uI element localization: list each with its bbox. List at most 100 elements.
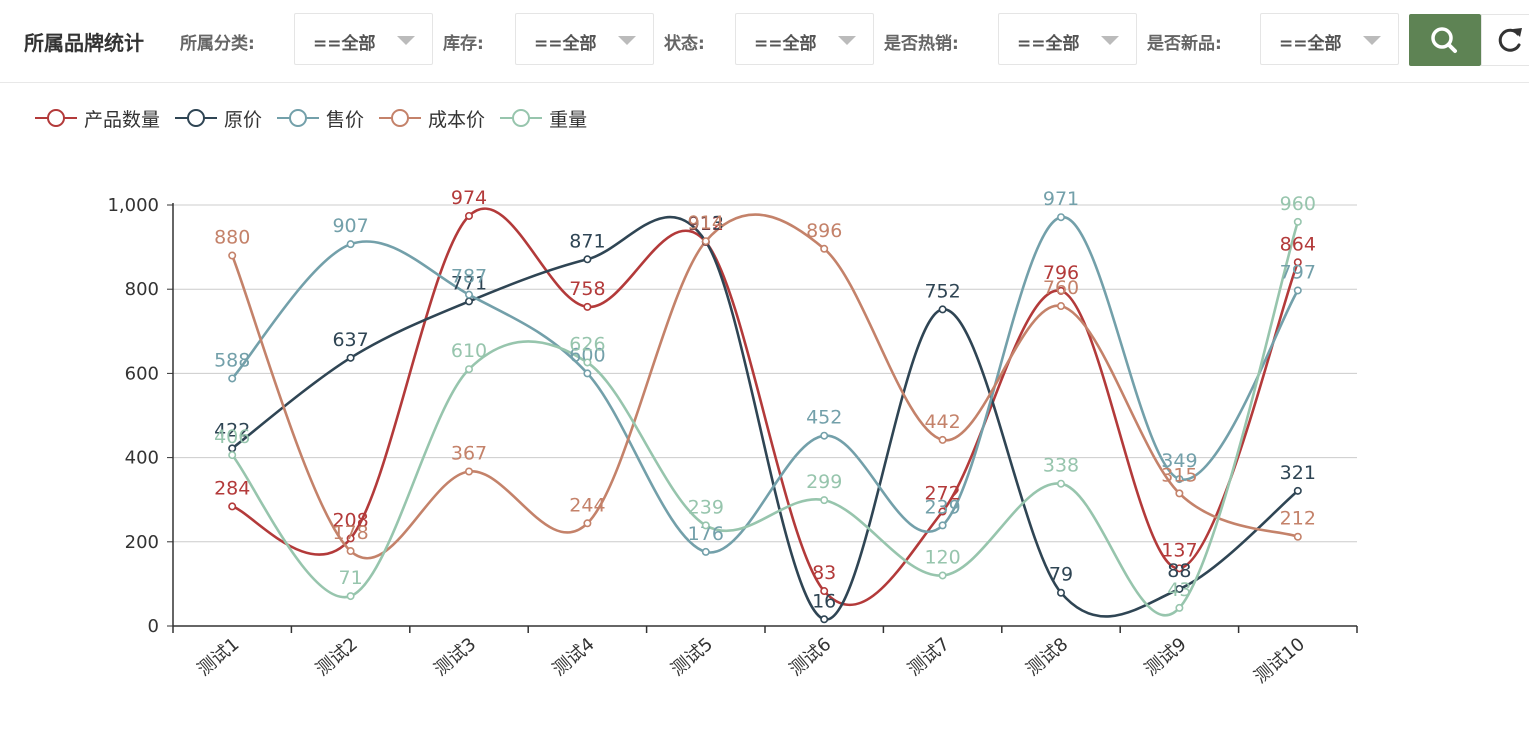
data-label: 120 (924, 546, 960, 568)
data-label: 760 (1043, 277, 1079, 299)
data-point (1293, 486, 1302, 495)
x-tick-label: 测试1 (194, 634, 244, 681)
y-tick-label: 200 (125, 532, 159, 553)
data-label: 974 (451, 187, 487, 209)
data-label: 315 (1161, 464, 1197, 486)
data-label: 406 (214, 426, 250, 448)
data-label: 239 (688, 496, 724, 518)
data-point (938, 507, 947, 516)
category-select[interactable]: ==全部 (294, 13, 433, 65)
data-point (1175, 475, 1184, 484)
data-point (701, 237, 710, 246)
data-label: 212 (1280, 508, 1316, 530)
filter-toolbar: 所属品牌统计 所属分类: ==全部 库存: ==全部 状态: ==全部 是否热销… (0, 0, 1529, 83)
legend-item[interactable]: 重量 (499, 105, 587, 132)
search-button[interactable] (1409, 14, 1481, 66)
chevron-down-icon (618, 36, 636, 45)
data-point (228, 451, 237, 460)
data-point (1057, 213, 1066, 222)
legend-item[interactable]: 成本价 (378, 105, 485, 132)
legend-item[interactable]: 售价 (276, 105, 364, 132)
legend-label: 产品数量 (84, 108, 161, 131)
y-tick-label: 800 (125, 279, 159, 300)
data-point (228, 374, 237, 383)
data-point (938, 435, 947, 444)
data-label: 88 (1167, 560, 1191, 582)
x-tick-label: 测试10 (1250, 634, 1309, 688)
data-point (938, 571, 947, 580)
data-label: 880 (214, 227, 250, 249)
data-point (1175, 603, 1184, 612)
data-label: 960 (1280, 193, 1316, 215)
data-point (346, 353, 355, 362)
data-label: 896 (806, 220, 842, 242)
data-point (820, 431, 829, 440)
data-point (820, 244, 829, 253)
data-point (820, 587, 829, 596)
data-point (1057, 286, 1066, 295)
status-select[interactable]: ==全部 (735, 13, 874, 65)
data-point (938, 521, 947, 530)
legend-item[interactable]: 产品数量 (34, 105, 160, 132)
data-label: 637 (332, 329, 368, 351)
data-point (701, 521, 710, 530)
data-point (1057, 479, 1066, 488)
refresh-button[interactable] (1481, 14, 1529, 66)
data-point (464, 290, 473, 299)
data-label: 787 (451, 266, 487, 288)
series-line (231, 207, 1300, 607)
data-point (346, 534, 355, 543)
legend-line-marker-icon (379, 109, 422, 127)
data-point (583, 519, 592, 528)
data-point (701, 238, 710, 247)
hot-select-value: ==全部 (1017, 34, 1080, 54)
legend-line-marker-icon (35, 109, 77, 127)
new-select[interactable]: ==全部 (1260, 13, 1399, 65)
data-point (701, 237, 710, 246)
series-line (231, 215, 1299, 554)
data-point (1175, 489, 1184, 498)
data-label: 588 (214, 349, 250, 371)
data-point (1057, 302, 1066, 311)
series-line (230, 213, 1299, 560)
series-line (231, 215, 1299, 621)
data-point (583, 369, 592, 378)
data-point (1293, 286, 1302, 295)
data-point (938, 305, 947, 314)
data-point (464, 365, 473, 374)
legend-label: 重量 (549, 108, 588, 131)
refresh-icon (1498, 28, 1522, 52)
data-label: 137 (1161, 539, 1197, 561)
data-point (1293, 217, 1302, 226)
chevron-down-icon (1363, 36, 1381, 45)
data-label: 338 (1043, 455, 1079, 477)
data-label: 244 (569, 494, 605, 516)
data-label: 239 (924, 496, 960, 518)
data-label: 600 (569, 344, 605, 366)
chevron-down-icon (397, 36, 415, 45)
filter-label-status: 状态: (664, 34, 705, 54)
data-label: 284 (214, 477, 250, 499)
x-tick-label: 测试7 (904, 634, 954, 681)
legend-item[interactable]: 原价 (174, 105, 262, 132)
data-label: 349 (1161, 450, 1197, 472)
data-label: 176 (688, 523, 724, 545)
data-label: 16 (812, 590, 836, 612)
status-select-value: ==全部 (754, 34, 817, 54)
data-point (346, 547, 355, 556)
data-label: 321 (1280, 462, 1316, 484)
new-select-value: ==全部 (1279, 34, 1342, 54)
stock-select[interactable]: ==全部 (515, 13, 654, 65)
hot-select[interactable]: ==全部 (998, 13, 1137, 65)
legend-label: 成本价 (428, 108, 486, 131)
data-label: 83 (812, 562, 836, 584)
category-select-value: ==全部 (313, 34, 376, 54)
filter-label-new: 是否新品: (1147, 34, 1222, 54)
data-label: 796 (1043, 262, 1079, 284)
data-label: 907 (332, 215, 368, 237)
y-tick-label: 0 (148, 616, 159, 637)
x-tick-label: 测试9 (1141, 634, 1191, 681)
data-label: 452 (806, 407, 842, 429)
data-point (228, 444, 237, 453)
data-label: 299 (806, 471, 842, 493)
